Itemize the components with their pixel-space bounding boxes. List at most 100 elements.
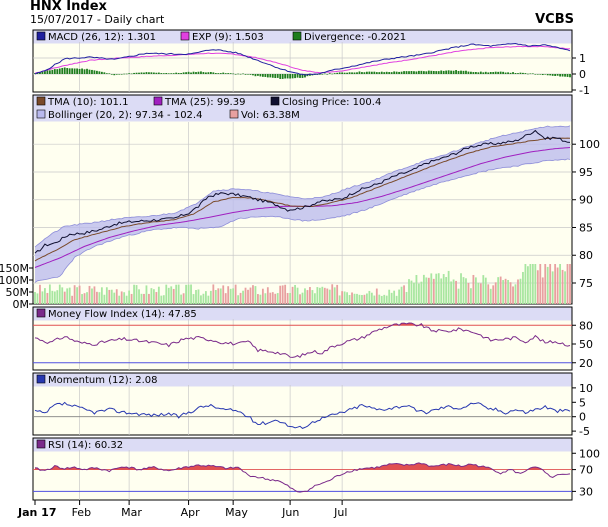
volume-bar xyxy=(477,282,480,304)
divergence-bar xyxy=(390,72,393,74)
volume-bar xyxy=(514,284,517,304)
volume-bar xyxy=(58,284,61,304)
mfi-y-tick-label: 50 xyxy=(579,338,593,351)
divergence-legend-label: Divergence: -0.2021 xyxy=(304,32,406,43)
volume-bar xyxy=(380,295,383,304)
volume-bar xyxy=(455,280,457,304)
divergence-bar xyxy=(383,72,386,74)
volume-bar xyxy=(279,285,282,304)
volume-bar xyxy=(462,277,465,304)
volume-bar xyxy=(301,292,304,304)
volume-bar xyxy=(526,266,529,304)
volume-bar xyxy=(247,289,249,304)
divergence-bar xyxy=(227,73,230,74)
mfi-y-tick-label: 80 xyxy=(579,319,593,332)
volume-bar xyxy=(472,274,475,304)
volume-bar xyxy=(304,288,306,304)
divergence-bar xyxy=(541,74,544,76)
volume-bar xyxy=(427,277,430,304)
divergence-bar xyxy=(96,70,98,74)
volume-bar xyxy=(125,295,128,304)
close-swatch xyxy=(270,96,280,106)
divergence-bar xyxy=(452,70,455,74)
close-legend-label: Closing Price: 100.4 xyxy=(282,97,381,108)
price-y-tick-label: 85 xyxy=(579,221,593,234)
divergence-bar xyxy=(135,72,138,74)
volume-bar xyxy=(482,275,485,304)
volume-bar xyxy=(425,277,428,304)
divergence-bar xyxy=(172,73,175,74)
volume-bar xyxy=(316,287,319,304)
divergence-bar xyxy=(497,71,500,74)
divergence-bar xyxy=(133,72,135,74)
divergence-bar xyxy=(160,73,163,74)
volume-bar xyxy=(435,273,438,304)
divergence-bar xyxy=(361,72,363,74)
volume-bar xyxy=(105,287,108,304)
divergence-bar xyxy=(408,71,410,74)
divergence-bar xyxy=(83,69,86,74)
volume-bar xyxy=(281,285,284,304)
divergence-bar xyxy=(522,72,524,74)
volume-bar xyxy=(534,264,537,304)
volume-bar xyxy=(242,290,244,304)
volume-swatch xyxy=(229,109,239,119)
divergence-bar xyxy=(155,72,158,74)
volume-bar xyxy=(276,293,279,304)
volume-bar xyxy=(445,277,448,304)
volume-bar xyxy=(254,286,257,304)
volume-bar xyxy=(541,277,544,304)
price-y-tick-label: 95 xyxy=(579,166,593,179)
divergence-bar xyxy=(167,73,170,74)
rsi-legend-label: RSI (14): 60.32 xyxy=(48,440,123,451)
rsi-overbought-fill xyxy=(35,462,570,470)
volume-bar xyxy=(559,264,561,304)
volume-bar xyxy=(66,288,69,304)
divergence-bar xyxy=(479,71,482,74)
divergence-bar xyxy=(445,70,448,74)
divergence-bar xyxy=(507,72,509,74)
volume-bar xyxy=(100,287,103,304)
divergence-bar xyxy=(242,73,244,75)
mfi-legend-label: Money Flow Index (14): 47.85 xyxy=(48,309,197,320)
volume-bar xyxy=(128,290,131,304)
bollinger-upper xyxy=(34,125,571,248)
price-y-tick-label: 75 xyxy=(579,277,593,290)
volume-bar xyxy=(356,293,358,304)
volume-bar xyxy=(115,289,118,304)
divergence-bar xyxy=(145,72,148,74)
divergence-bar xyxy=(269,74,272,78)
divergence-bar xyxy=(536,74,539,75)
volume-bar xyxy=(286,293,289,304)
volume-bar xyxy=(162,295,165,304)
divergence-bar xyxy=(385,71,388,74)
volume-bar xyxy=(244,287,247,304)
mfi-swatch xyxy=(36,308,46,318)
volume-bar xyxy=(152,289,155,304)
divergence-bar xyxy=(150,72,153,74)
volume-bar xyxy=(205,291,207,304)
divergence-bar xyxy=(51,69,54,74)
volume-bar xyxy=(192,294,195,304)
divergence-bar xyxy=(494,71,497,74)
macd-y-tick-label: 0 xyxy=(579,68,586,81)
divergence-bar xyxy=(299,74,301,78)
divergence-bar xyxy=(465,70,467,74)
volume-bar xyxy=(502,280,505,304)
divergence-bar xyxy=(48,70,51,74)
volume-bar xyxy=(318,287,321,304)
divergence-bar xyxy=(318,74,321,75)
macd-swatch xyxy=(36,31,46,41)
volume-bar xyxy=(306,290,309,304)
volume-bar xyxy=(39,284,41,304)
volume-bar xyxy=(195,290,197,304)
volume-bar xyxy=(73,285,76,304)
divergence-bar xyxy=(331,73,334,75)
volume-bar xyxy=(78,285,81,304)
volume-bar xyxy=(452,279,455,304)
volume-bar xyxy=(522,271,524,304)
divergence-bar xyxy=(239,73,242,75)
divergence-bar xyxy=(195,72,197,74)
volume-bar xyxy=(504,278,507,304)
divergence-bar xyxy=(514,73,517,74)
